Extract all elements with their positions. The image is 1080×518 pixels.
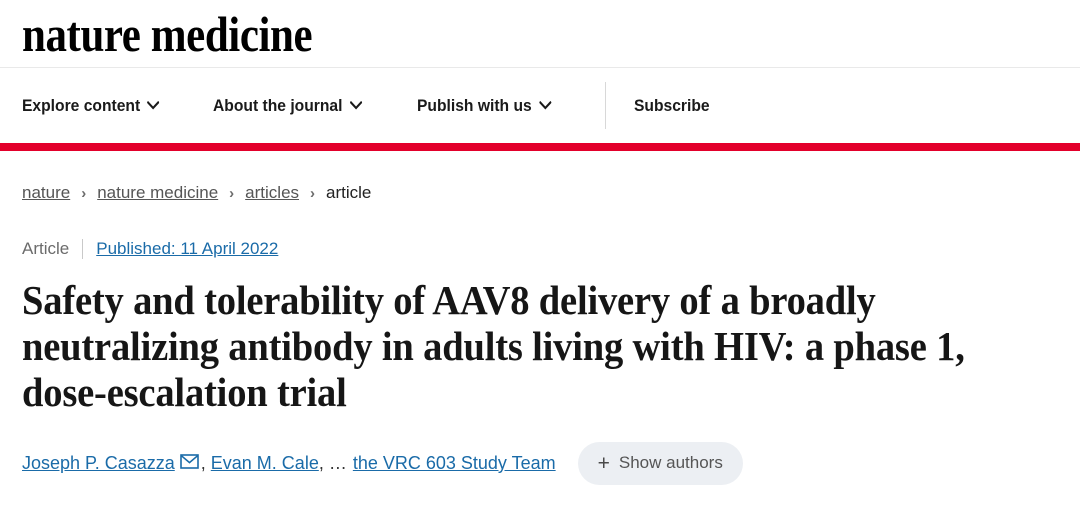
nav-item-explore-content[interactable]: Explore content	[22, 95, 161, 116]
nav-item-about-the-journal[interactable]: About the journal	[213, 95, 363, 116]
nav-item-label: About the journal	[213, 95, 343, 115]
author-separator: ,	[200, 452, 206, 473]
breadcrumb-separator-icon: ›	[81, 184, 87, 202]
breadcrumb-separator-icon: ›	[310, 184, 316, 202]
show-authors-label: Show authors	[618, 453, 723, 473]
site-masthead: nature medicine	[0, 0, 1080, 68]
author-link-vrc-603-study-team[interactable]: the VRC 603 Study Team	[352, 452, 556, 473]
meta-divider	[82, 239, 84, 259]
nav-item-label: Subscribe	[633, 95, 710, 115]
envelope-icon[interactable]	[179, 453, 199, 474]
authors-ellipsis: …	[328, 452, 347, 473]
published-date-link[interactable]: Published: 11 April 2022	[96, 239, 279, 258]
breadcrumb: nature › nature medicine › articles › ar…	[22, 183, 1058, 203]
breadcrumb-item-articles[interactable]: articles	[245, 183, 300, 202]
primary-navigation: Explore content About the journal Publis…	[0, 68, 1080, 143]
nature-medicine-logo[interactable]: nature medicine	[22, 5, 313, 62]
chevron-down-icon	[147, 98, 161, 113]
nav-item-publish-with-us[interactable]: Publish with us	[417, 95, 552, 116]
breadcrumb-item-nature[interactable]: nature	[22, 183, 71, 202]
breadcrumb-separator-icon: ›	[229, 184, 235, 202]
chevron-down-icon	[538, 98, 552, 113]
nav-item-label: Explore content	[22, 95, 141, 115]
show-authors-button[interactable]: + Show authors	[577, 441, 743, 485]
author-link-casazza[interactable]: Joseph P. Casazza	[22, 452, 175, 473]
chevron-down-icon	[349, 98, 363, 113]
nav-item-label: Publish with us	[417, 95, 532, 115]
breadcrumb-item-nature-medicine[interactable]: nature medicine	[97, 183, 219, 202]
article-type-label: Article	[22, 239, 70, 258]
authors-list: Joseph P. Casazza , Evan M. Cale , … the…	[22, 441, 1058, 485]
nav-item-subscribe[interactable]: Subscribe	[634, 96, 710, 116]
article-content: nature › nature medicine › articles › ar…	[0, 183, 1080, 485]
brand-red-band	[0, 143, 1080, 151]
page-title: Safety and tolerability of AAV8 delivery…	[22, 277, 965, 415]
plus-icon: +	[597, 451, 610, 475]
nav-vertical-divider	[604, 82, 606, 129]
author-link-cale[interactable]: Evan M. Cale	[210, 452, 319, 473]
breadcrumb-item-article: article	[326, 183, 372, 202]
article-meta: Article Published: 11 April 2022	[22, 239, 1058, 259]
author-separator: ,	[318, 452, 324, 473]
